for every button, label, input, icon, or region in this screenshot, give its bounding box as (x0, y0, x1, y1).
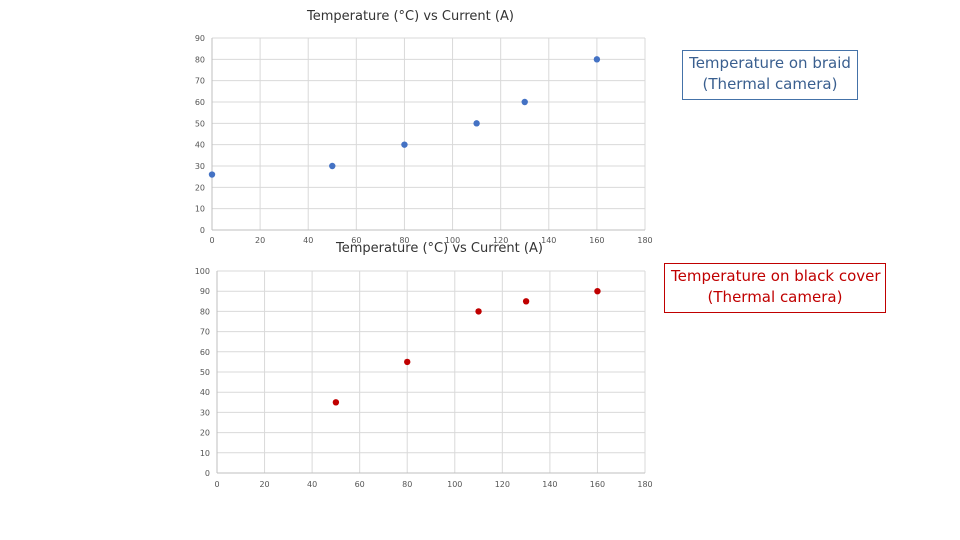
chart-1-group: 0 20 40 60 80 100 120 140 160 180 0 10 20 30 40 50 60 70 8… (195, 267, 653, 489)
y-tick-label: 10 (195, 205, 205, 214)
x-tick-label: 100 (447, 480, 462, 489)
data-point (404, 358, 411, 366)
x-tick-label: 60 (355, 480, 365, 489)
legend-label-line-2: (Thermal camera) (702, 75, 838, 93)
y-tick-label: 0 (205, 469, 210, 478)
data-point (475, 308, 482, 315)
y-tick-label: 30 (200, 408, 210, 417)
chart-title-top: Temperature (°C) vs Current (A) (307, 9, 514, 24)
x-tick-label: 60 (351, 236, 361, 245)
legend-box-black-cover: Temperature on black cover (Thermal came… (664, 263, 886, 313)
x-tick-label: 180 (637, 236, 652, 245)
y-tick-label: 90 (195, 34, 205, 43)
x-tick-label: 140 (542, 480, 557, 489)
y-tick-label: 30 (195, 162, 205, 171)
data-point (521, 98, 528, 106)
legend-label-line-1: Temperature on braid (689, 54, 851, 72)
y-tick-label: 20 (195, 183, 205, 192)
x-tick-label: 20 (255, 236, 265, 245)
y-tick-label: 40 (195, 141, 205, 150)
x-tick-label: 40 (307, 480, 317, 489)
data-point (473, 120, 480, 127)
x-tick-label: 80 (402, 480, 412, 489)
y-tick-label: 70 (200, 328, 210, 337)
y-tick-label: 100 (195, 267, 210, 276)
legend-label-line-1: Temperature on black cover (671, 267, 881, 285)
legend-box-braid: Temperature on braid (Thermal camera) (682, 50, 858, 100)
x-tick-label: 40 (303, 236, 313, 245)
x-tick-label: 100 (445, 236, 460, 245)
legend-label-line-2: (Thermal camera) (707, 288, 843, 306)
data-point (522, 298, 530, 305)
x-tick-label: 120 (495, 480, 510, 489)
data-point (332, 399, 340, 406)
y-tick-label: 50 (200, 368, 210, 377)
y-tick-label: 0 (200, 226, 205, 235)
y-tick-label: 60 (200, 348, 210, 357)
x-tick-label: 0 (209, 236, 214, 245)
data-point (594, 288, 601, 295)
x-tick-label: 160 (589, 236, 604, 245)
y-tick-label: 60 (195, 98, 205, 107)
y-tick-label: 10 (200, 449, 210, 458)
data-point (593, 56, 601, 63)
y-tick-label: 40 (200, 388, 210, 397)
x-tick-label: 180 (637, 480, 652, 489)
x-tick-label: 160 (590, 480, 605, 489)
y-tick-label: 20 (200, 429, 210, 438)
x-tick-label: 120 (493, 236, 508, 245)
data-point (329, 162, 336, 170)
x-tick-label: 140 (541, 236, 556, 245)
chart-title-bottom: Temperature (°C) vs Current (A) (336, 241, 543, 256)
chart-0-group: 0 20 40 60 80 100 120 140 160 180 0 10 20 30 40 50 60 70 8… (195, 34, 653, 245)
x-tick-label: 80 (399, 236, 409, 245)
y-tick-label: 80 (195, 55, 205, 64)
y-tick-label: 70 (195, 77, 205, 86)
y-tick-label: 50 (195, 119, 205, 128)
x-tick-label: 0 (214, 480, 219, 489)
x-tick-label: 20 (259, 480, 269, 489)
y-tick-label: 90 (200, 287, 210, 296)
data-point (208, 171, 216, 178)
y-tick-label: 80 (200, 307, 210, 316)
data-point (401, 141, 408, 148)
